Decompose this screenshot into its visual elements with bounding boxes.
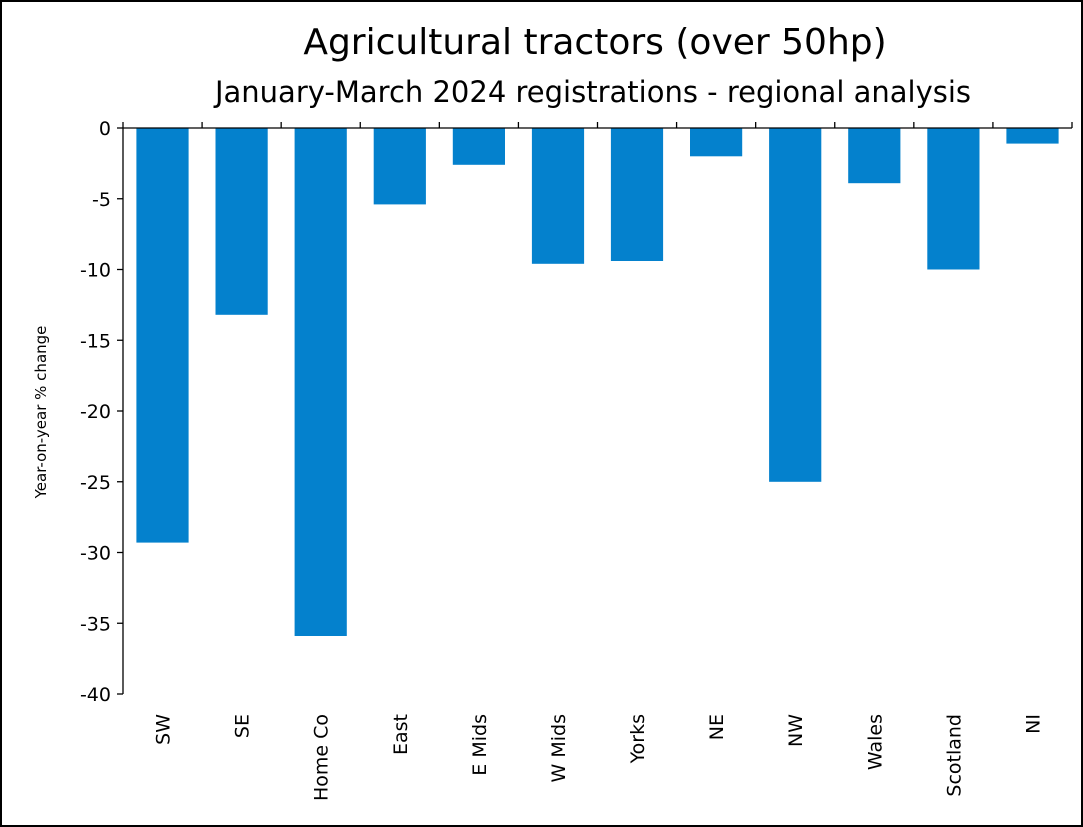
x-tick-label: Home Co — [311, 714, 333, 801]
bars-layer — [136, 128, 1059, 636]
y-axis-label: Year-on-year % change — [32, 326, 50, 500]
x-tick-label: W Mids — [548, 714, 570, 782]
bar-sw — [136, 128, 189, 543]
axis-layer: 0 -5 -10 -15 -20 -25 -30 -35 -40 SW SE Home Co East E… — [80, 118, 1073, 801]
x-tick-label: SE — [232, 714, 254, 738]
bar-ni — [1006, 128, 1059, 144]
x-tick-label: NI — [1023, 714, 1045, 734]
chart-title: Agricultural tractors (over 50hp) — [303, 22, 886, 63]
x-tick-label: East — [390, 714, 412, 755]
bar-scotland — [927, 128, 980, 270]
y-tick-label: -10 — [80, 260, 111, 282]
x-tick-label: Wales — [864, 714, 886, 770]
y-tick-label: -35 — [80, 613, 111, 635]
y-tick-label: -15 — [80, 330, 111, 352]
y-tick-label: -5 — [92, 189, 111, 211]
bar-e-mids — [452, 128, 505, 165]
y-tick-label: -30 — [80, 543, 111, 565]
bar-w-mids — [531, 128, 585, 264]
x-tick-label: E Mids — [469, 714, 491, 776]
y-tick-label: -40 — [80, 684, 111, 706]
y-tick-label: -25 — [80, 472, 111, 494]
x-tick-label: NW — [785, 714, 807, 747]
bar-yorks — [610, 128, 664, 261]
bar-se — [215, 128, 268, 315]
bar-nw — [769, 128, 822, 482]
chart-subtitle: January-March 2024 registrations - regio… — [213, 75, 971, 109]
x-tick-label: Scotland — [943, 714, 965, 797]
bar-wales — [848, 128, 901, 184]
y-tick-label: 0 — [99, 118, 111, 140]
bar-home-co — [294, 128, 347, 636]
bar-east — [373, 128, 426, 205]
x-tick-label: NE — [706, 714, 728, 740]
bar-ne — [690, 128, 743, 157]
x-tick-label: Yorks — [627, 714, 649, 764]
x-tick-label: SW — [153, 714, 175, 745]
y-tick-label: -20 — [80, 401, 111, 423]
